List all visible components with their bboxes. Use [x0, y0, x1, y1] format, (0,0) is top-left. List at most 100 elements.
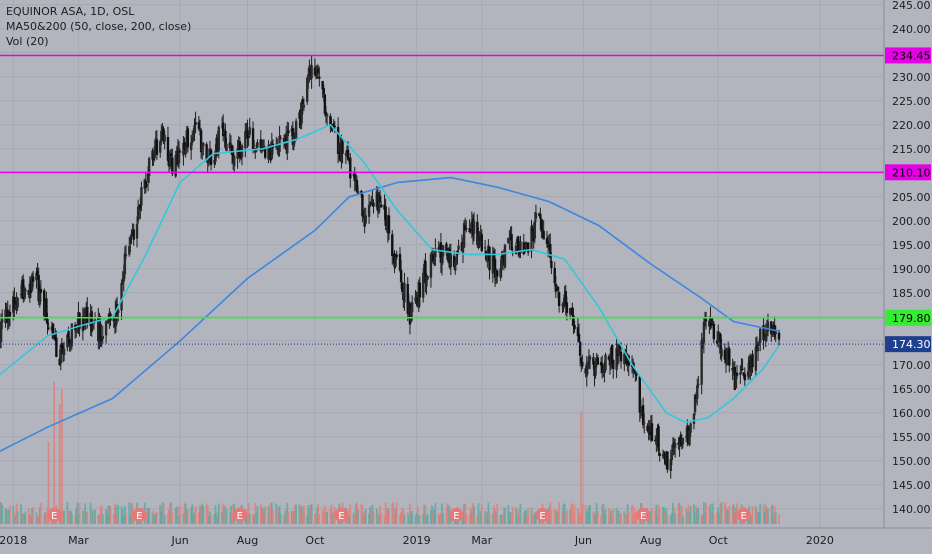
- volume-spike: [53, 381, 56, 524]
- candle-body: [91, 325, 95, 329]
- volume-bar: [383, 514, 386, 524]
- candle-body: [333, 126, 337, 128]
- y-tick-label: 230.00: [892, 71, 931, 84]
- volume-bar: [756, 510, 758, 524]
- candle-body: [120, 283, 123, 311]
- candle-body: [429, 254, 433, 278]
- volume-bar: [116, 514, 119, 524]
- volume-bar: [364, 509, 367, 524]
- volume-bar: [571, 503, 574, 524]
- volume-bar: [147, 507, 149, 524]
- volume-bar: [247, 502, 250, 524]
- candle-body: [270, 141, 274, 159]
- y-tick-label: 225.00: [892, 95, 931, 108]
- volume-bar: [665, 508, 668, 524]
- candle-body: [514, 245, 518, 255]
- volume-bar: [604, 509, 607, 524]
- candle-body: [759, 328, 762, 343]
- volume-bar: [63, 510, 65, 524]
- candle-body: [356, 191, 360, 195]
- volume-bar: [222, 504, 225, 524]
- volume-bar: [488, 511, 491, 524]
- volume-bar: [673, 507, 675, 524]
- volume-bar: [400, 511, 403, 524]
- candle-body: [617, 344, 620, 355]
- x-tick-label: Jun: [574, 534, 592, 547]
- candle-body: [457, 245, 460, 250]
- volume-bar: [578, 515, 580, 524]
- volume-bar: [465, 513, 468, 524]
- volume-bar: [616, 511, 619, 524]
- volume-bar: [572, 513, 575, 524]
- candle-body: [488, 246, 491, 271]
- candle-body: [425, 277, 428, 287]
- candle-body: [557, 292, 561, 307]
- volume-bar: [228, 511, 231, 524]
- candle-body: [105, 322, 109, 324]
- candle-body: [756, 346, 760, 352]
- candle-body: [550, 260, 553, 269]
- volume-bar: [12, 505, 15, 524]
- volume-bar: [648, 513, 651, 524]
- x-tick-label: Mar: [471, 534, 492, 547]
- candle-body: [217, 127, 220, 151]
- volume-bar: [279, 513, 282, 524]
- volume-bar: [307, 505, 310, 524]
- volume-bar: [442, 513, 445, 524]
- volume-bar: [515, 507, 517, 524]
- volume-bar: [205, 503, 208, 524]
- volume-bar: [709, 503, 712, 524]
- volume-bar: [720, 502, 723, 524]
- volume-bar: [223, 505, 226, 524]
- earnings-marker-label: E: [741, 511, 747, 522]
- x-tick-label: 2020: [806, 534, 834, 547]
- volume-bar: [516, 514, 519, 524]
- volume-bar: [415, 512, 418, 524]
- volume-bar: [21, 513, 23, 524]
- volume-bar: [184, 503, 187, 524]
- volume-bar: [177, 506, 179, 524]
- candle-body: [741, 368, 744, 370]
- volume-bar: [472, 503, 474, 524]
- candle-body: [696, 385, 699, 400]
- volume-bar: [751, 506, 754, 524]
- volume-bar: [464, 504, 467, 524]
- candle-body: [580, 357, 583, 363]
- y-tick-label: 170.00: [892, 359, 931, 372]
- candle-body: [409, 309, 413, 323]
- candle-body: [573, 325, 576, 330]
- volume-bar: [363, 511, 366, 524]
- volume-bar: [445, 507, 448, 524]
- candle-body: [62, 348, 66, 356]
- price-level-label: 234.45: [892, 49, 931, 62]
- volume-bar: [491, 513, 494, 524]
- candle-body: [192, 133, 195, 135]
- volume-bar: [43, 513, 46, 524]
- candle-body: [395, 254, 398, 257]
- volume-bar: [510, 512, 513, 524]
- candle-body: [225, 143, 228, 151]
- volume-bar: [617, 510, 620, 524]
- candle-body: [774, 331, 777, 335]
- candle-body: [310, 65, 313, 79]
- volume-bar: [556, 511, 558, 524]
- candle-body: [155, 139, 159, 155]
- volume-bar: [146, 513, 148, 524]
- candle-body: [122, 272, 125, 282]
- volume-bar: [357, 509, 359, 524]
- volume-bar: [300, 505, 303, 524]
- candle-body: [508, 237, 511, 241]
- candle-body: [452, 255, 456, 268]
- volume-bar: [372, 511, 375, 524]
- volume-bar: [192, 514, 195, 524]
- volume-bar: [161, 502, 164, 524]
- x-tick-label: Jun: [171, 534, 189, 547]
- volume-bar: [425, 515, 428, 524]
- candle-body: [565, 302, 569, 314]
- volume-bar: [496, 503, 499, 524]
- volume-bar: [773, 505, 776, 524]
- volume-bar: [148, 507, 151, 524]
- volume-bar: [627, 511, 630, 524]
